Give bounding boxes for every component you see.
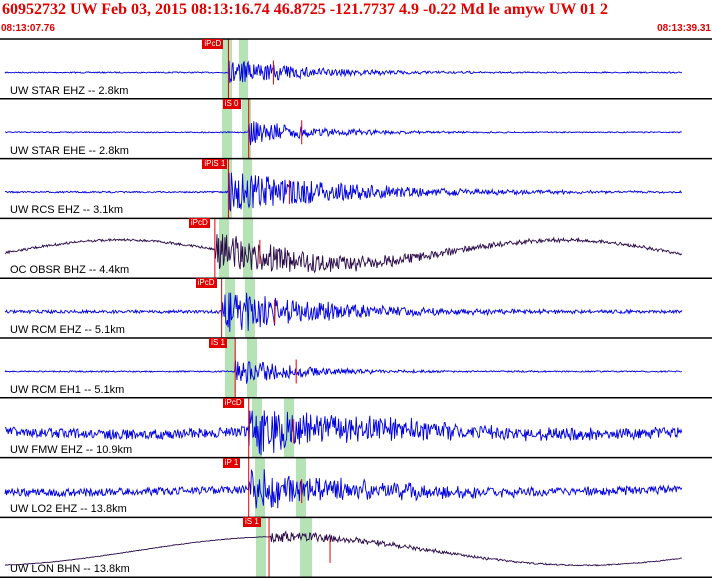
phase-window — [222, 39, 232, 99]
channel-label: UW LO2 EHZ -- 13.8km — [10, 503, 127, 516]
phase-window — [222, 98, 232, 159]
channel-label: UW RCM EHZ -- 5.1km — [10, 324, 125, 336]
waveform-trace — [4, 172, 683, 212]
channel-label: UW RCS EHZ -- 3.1km — [10, 204, 124, 217]
picks-layer — [214, 39, 331, 578]
phase-window — [245, 278, 255, 338]
waveform-trace — [4, 360, 683, 384]
end-time-label: 08:13:39.31 — [657, 23, 711, 34]
panel-separators-layer — [0, 38, 712, 578]
waveform-trace — [4, 468, 683, 509]
event-header-title: 60952732 UW Feb 03, 2015 08:13:16.74 46.… — [2, 1, 609, 18]
channel-label: UW STAR EHZ -- 2.8km — [10, 84, 129, 97]
waveform-trace — [4, 60, 683, 83]
phase-window — [225, 338, 235, 398]
waveform-trace — [4, 410, 683, 456]
traces-layer — [4, 60, 683, 567]
pick-tag[interactable]: iS 1 — [243, 517, 261, 528]
channel-label: UW RCM EH1 -- 5.1km — [10, 383, 125, 396]
waveform-trace — [4, 530, 682, 567]
channel-label: UW STAR EHE -- 2.8km — [10, 144, 129, 157]
start-time-label: 08:13:07.76 — [1, 23, 55, 34]
phase-window — [242, 98, 251, 159]
phase-window — [222, 158, 232, 219]
phase-window — [219, 218, 229, 279]
phase-window — [247, 338, 257, 398]
phase-window — [300, 517, 312, 578]
pick-tag[interactable]: iS 0 — [222, 98, 241, 109]
pick-tag[interactable]: iPiS 1 — [202, 158, 228, 169]
waveform-trace — [4, 234, 683, 274]
pick-tag[interactable]: iPcD — [188, 218, 210, 229]
pick-tag[interactable]: iP 1 — [222, 457, 241, 468]
pick-tag[interactable]: iS 1 — [209, 338, 227, 348]
waveform-trace — [5, 121, 682, 146]
phase-window — [256, 517, 266, 578]
pick-tag[interactable]: iPcD — [222, 397, 244, 408]
channel-label: UW FMW EHZ -- 10.9km — [10, 443, 133, 456]
pick-tag[interactable]: iPcD — [202, 39, 224, 49]
pick-tag[interactable]: iPcD — [195, 278, 217, 289]
phase-window — [243, 218, 253, 279]
channel-label: OC OBSR BHZ -- 4.4km — [10, 264, 130, 277]
waveform-trace — [4, 292, 683, 332]
channel-label: UW LON BHN -- 13.8km — [10, 563, 130, 576]
phase-window — [252, 397, 262, 458]
